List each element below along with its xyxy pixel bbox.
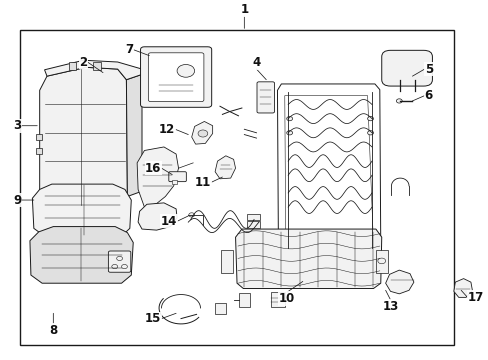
- Polygon shape: [191, 121, 212, 144]
- Text: 14: 14: [161, 215, 177, 228]
- Polygon shape: [385, 270, 413, 294]
- Text: 4: 4: [252, 56, 260, 69]
- Polygon shape: [30, 226, 133, 283]
- Text: 1: 1: [240, 3, 248, 16]
- Text: 3: 3: [13, 119, 21, 132]
- Text: 2: 2: [79, 55, 87, 68]
- FancyBboxPatch shape: [168, 172, 186, 182]
- Circle shape: [113, 229, 120, 234]
- Bar: [270, 292, 284, 307]
- Polygon shape: [126, 75, 142, 197]
- Bar: [239, 293, 250, 307]
- Circle shape: [286, 131, 292, 135]
- FancyBboxPatch shape: [108, 251, 130, 272]
- FancyBboxPatch shape: [171, 180, 176, 184]
- Bar: [221, 249, 233, 273]
- FancyBboxPatch shape: [257, 82, 274, 113]
- Polygon shape: [453, 279, 471, 297]
- Circle shape: [367, 117, 373, 121]
- Bar: [246, 221, 260, 228]
- Circle shape: [177, 64, 194, 77]
- Polygon shape: [138, 203, 177, 230]
- Text: 10: 10: [279, 292, 295, 305]
- Bar: [36, 134, 42, 140]
- Bar: [20, 30, 453, 345]
- Text: 8: 8: [49, 324, 57, 337]
- Text: 11: 11: [195, 176, 211, 189]
- Circle shape: [377, 258, 385, 264]
- Text: 6: 6: [424, 89, 432, 102]
- Text: 17: 17: [467, 291, 483, 304]
- Text: 12: 12: [159, 123, 175, 136]
- Text: 15: 15: [145, 312, 161, 325]
- Polygon shape: [137, 147, 178, 207]
- Text: 9: 9: [13, 194, 21, 207]
- Bar: [246, 214, 260, 220]
- FancyBboxPatch shape: [381, 50, 431, 86]
- Polygon shape: [215, 156, 235, 179]
- Bar: [69, 62, 76, 70]
- Polygon shape: [40, 67, 127, 207]
- Text: 5: 5: [424, 63, 432, 76]
- Bar: [36, 148, 42, 154]
- FancyBboxPatch shape: [140, 47, 211, 107]
- Bar: [375, 249, 387, 273]
- Text: 16: 16: [145, 162, 161, 175]
- Polygon shape: [44, 60, 142, 80]
- Circle shape: [286, 117, 292, 121]
- Circle shape: [396, 99, 402, 103]
- Bar: [93, 62, 101, 70]
- Circle shape: [188, 213, 194, 217]
- Circle shape: [198, 130, 207, 137]
- Circle shape: [367, 131, 373, 135]
- Polygon shape: [235, 229, 381, 288]
- Polygon shape: [32, 184, 131, 236]
- Bar: [215, 303, 225, 314]
- FancyBboxPatch shape: [148, 53, 203, 102]
- Text: 7: 7: [125, 43, 133, 56]
- Text: 13: 13: [382, 300, 398, 313]
